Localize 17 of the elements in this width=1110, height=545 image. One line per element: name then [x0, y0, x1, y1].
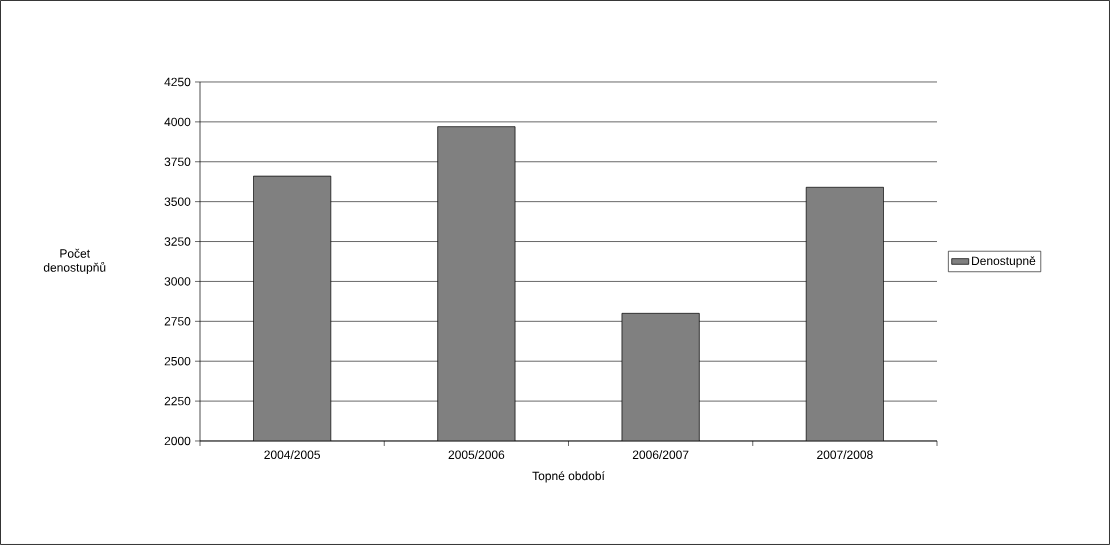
- x-axis-title: Topné období: [532, 471, 605, 483]
- legend-label: Denostupně: [972, 256, 1036, 268]
- y-tick-label: 2250: [164, 396, 191, 406]
- y-tick-label: 4000: [164, 117, 191, 127]
- y-axis-title: Počet denostupňů: [43, 248, 106, 275]
- y-tick-label: 3000: [164, 277, 191, 286]
- y-tick-label: 2750: [164, 317, 191, 326]
- x-tick-label: 2004/2005: [264, 450, 320, 459]
- x-tick-label: 2006/2007: [632, 450, 689, 459]
- y-tick-label: 2500: [164, 356, 191, 366]
- x-tick-label: 2005/2006: [448, 450, 505, 459]
- y-tick-label: 3750: [164, 157, 191, 167]
- y-tick-label: 4250: [164, 77, 191, 87]
- y-tick-label: 3250: [164, 237, 191, 246]
- y-tick-label: 3500: [164, 197, 191, 206]
- x-tick-label: 2007/2008: [817, 450, 873, 459]
- y-tick-label: 2000: [164, 436, 191, 446]
